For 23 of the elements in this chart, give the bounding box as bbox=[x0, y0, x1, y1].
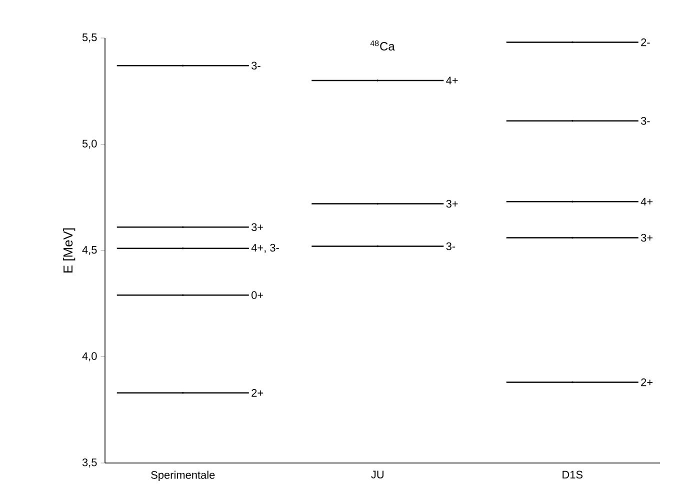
annotation: 4+ bbox=[446, 76, 458, 84]
x-tick-label: Sperimentale bbox=[151, 470, 215, 481]
y-tick-label: 4,5 bbox=[82, 246, 97, 255]
y-tick-label: 4,0 bbox=[82, 352, 97, 362]
x-tick-label: JU bbox=[371, 470, 384, 478]
y-tick-label: 5,5 bbox=[82, 34, 97, 42]
annotation: 0+ bbox=[252, 291, 264, 300]
annotation: 2+ bbox=[252, 389, 264, 397]
chart-title: $^{48}$Ca bbox=[370, 40, 395, 50]
annotation: 3- bbox=[252, 62, 260, 70]
annotation: 2+ bbox=[641, 378, 653, 386]
y-tick-label: 5,0 bbox=[82, 140, 97, 149]
annotation: 4+ bbox=[640, 198, 653, 206]
annotation: 3- bbox=[446, 242, 456, 250]
annotation: 3+ bbox=[446, 200, 458, 208]
annotation: 4+, 3- bbox=[251, 244, 279, 253]
annotation: 3- bbox=[640, 117, 650, 125]
y-tick-label: 3,5 bbox=[82, 458, 97, 468]
annotation: 3+ bbox=[252, 223, 264, 232]
x-tick-label: D1S bbox=[562, 470, 583, 479]
annotation: 2- bbox=[641, 38, 650, 46]
annotation: 3+ bbox=[640, 234, 653, 242]
y-axis-title: E [MeV] bbox=[63, 228, 76, 272]
